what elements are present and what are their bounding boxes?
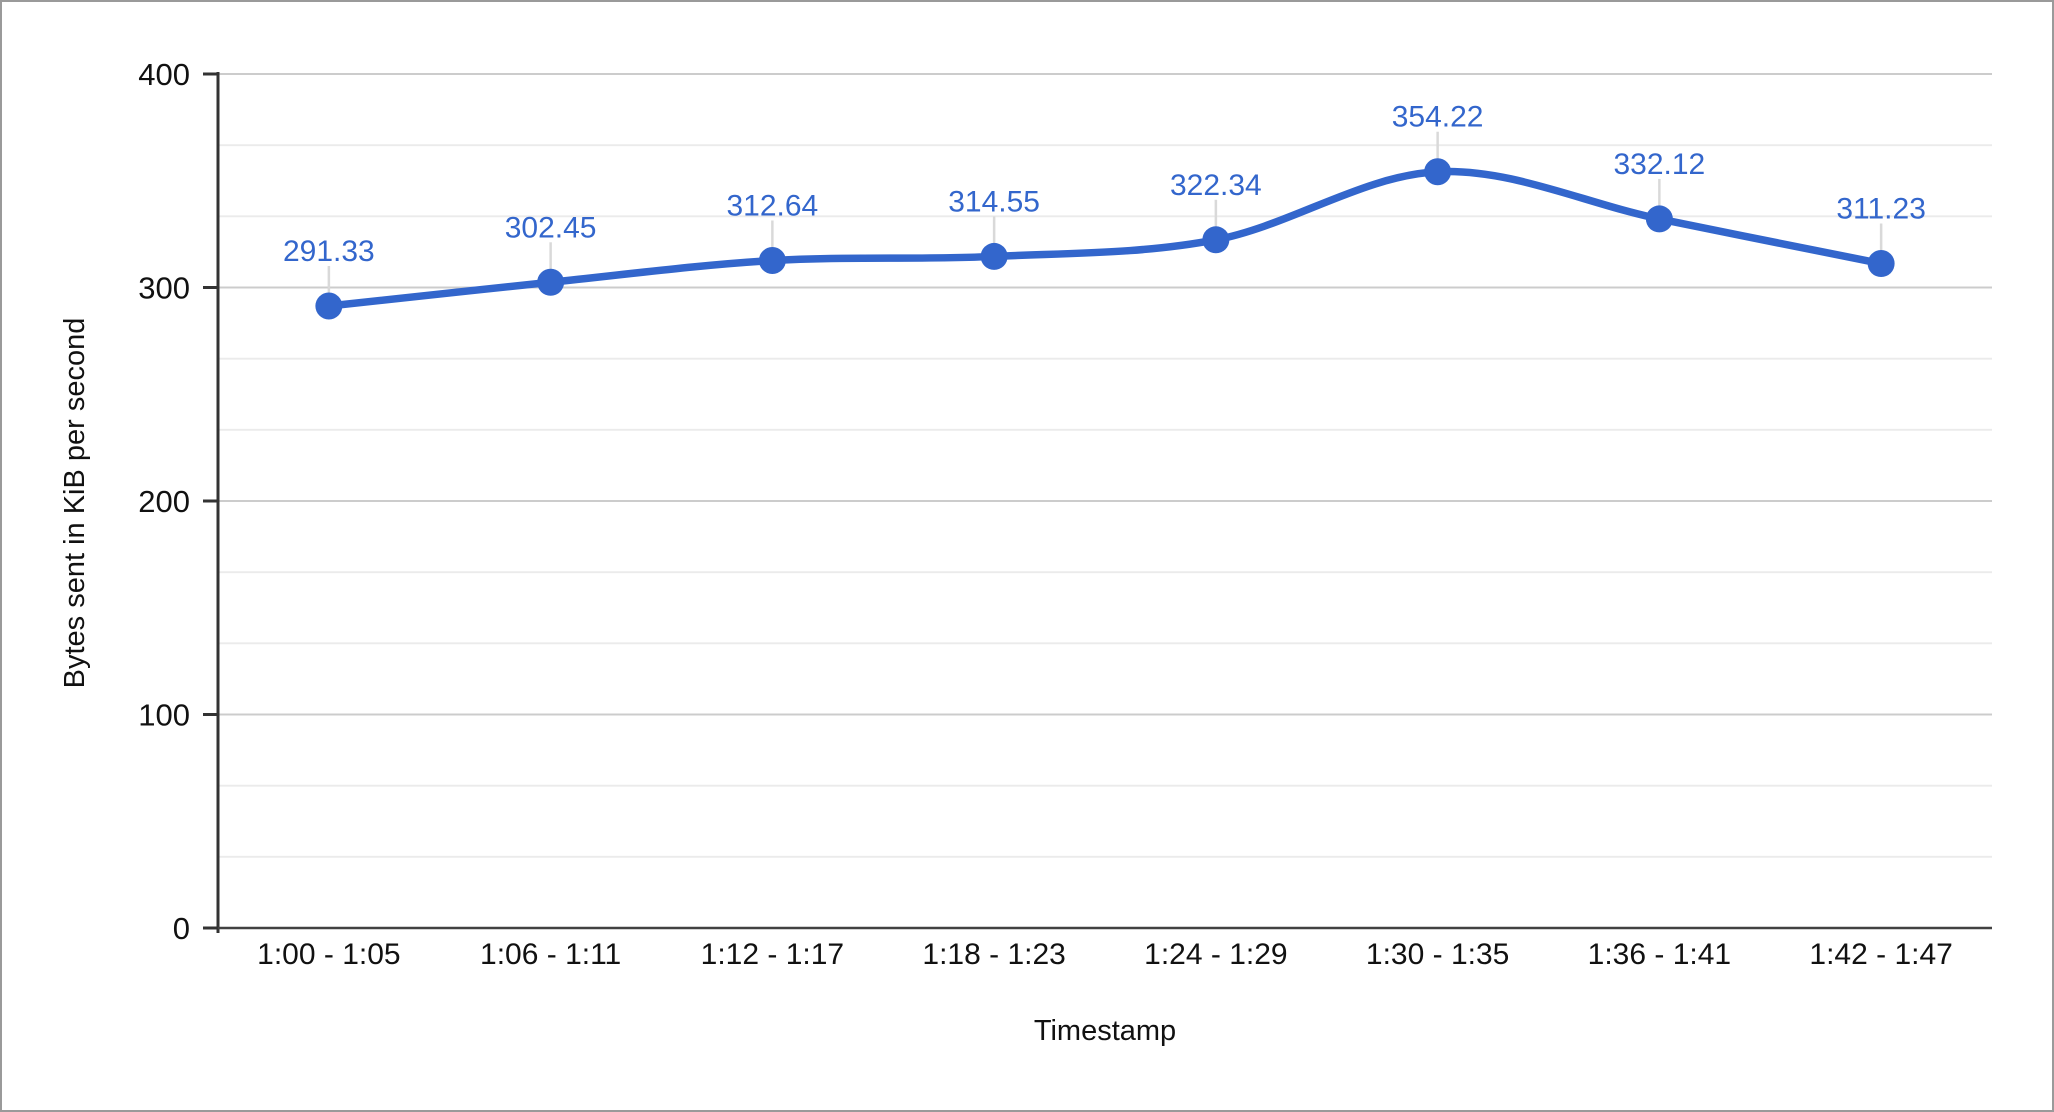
series-line xyxy=(325,167,1885,310)
y-tick-label: 0 xyxy=(173,911,190,946)
data-label: 291.33 xyxy=(283,235,375,268)
major-gridlines xyxy=(218,73,1992,929)
x-tick-label: 1:06 - 1:11 xyxy=(480,938,621,971)
data-point[interactable] xyxy=(980,242,1008,270)
data-label: 354.22 xyxy=(1392,101,1484,134)
data-label: 314.55 xyxy=(948,185,1040,218)
y-tick-label: 100 xyxy=(138,698,190,733)
axes xyxy=(203,72,1992,933)
tick-labels: 291.33 302.45 312.64 314.55 322.34 354.22 332.… xyxy=(138,57,1953,971)
x-tick-label: 1:36 - 1:41 xyxy=(1588,938,1731,971)
x-tick-label: 1:24 - 1:29 xyxy=(1144,938,1287,971)
data-point[interactable] xyxy=(315,292,343,320)
data-point[interactable] xyxy=(537,268,565,296)
x-tick-label: 1:00 - 1:05 xyxy=(257,938,400,971)
y-tick-label: 300 xyxy=(138,271,190,306)
x-axis-title: Timestamp xyxy=(1034,1015,1176,1047)
data-label: 302.45 xyxy=(505,211,597,244)
y-tick-label: 200 xyxy=(138,484,190,519)
minor-gridlines xyxy=(218,144,1992,858)
data-point[interactable] xyxy=(1202,226,1230,254)
data-point[interactable] xyxy=(758,247,786,275)
y-tick-label: 400 xyxy=(138,57,190,92)
x-tick-label: 1:12 - 1:17 xyxy=(701,938,844,971)
x-tick-label: 1:30 - 1:35 xyxy=(1366,938,1509,971)
data-point[interactable] xyxy=(1424,158,1452,186)
data-label: 311.23 xyxy=(1836,193,1926,226)
data-point[interactable] xyxy=(1645,205,1673,233)
data-label: 332.12 xyxy=(1613,148,1705,181)
series xyxy=(315,158,1895,320)
y-axis-title: Bytes sent in KiB per second xyxy=(59,318,91,689)
data-label: 312.64 xyxy=(726,190,818,223)
x-tick-label: 1:18 - 1:23 xyxy=(922,938,1065,971)
data-point[interactable] xyxy=(1867,250,1895,278)
data-label: 322.34 xyxy=(1170,169,1262,202)
x-tick-label: 1:42 - 1:47 xyxy=(1809,938,1952,971)
